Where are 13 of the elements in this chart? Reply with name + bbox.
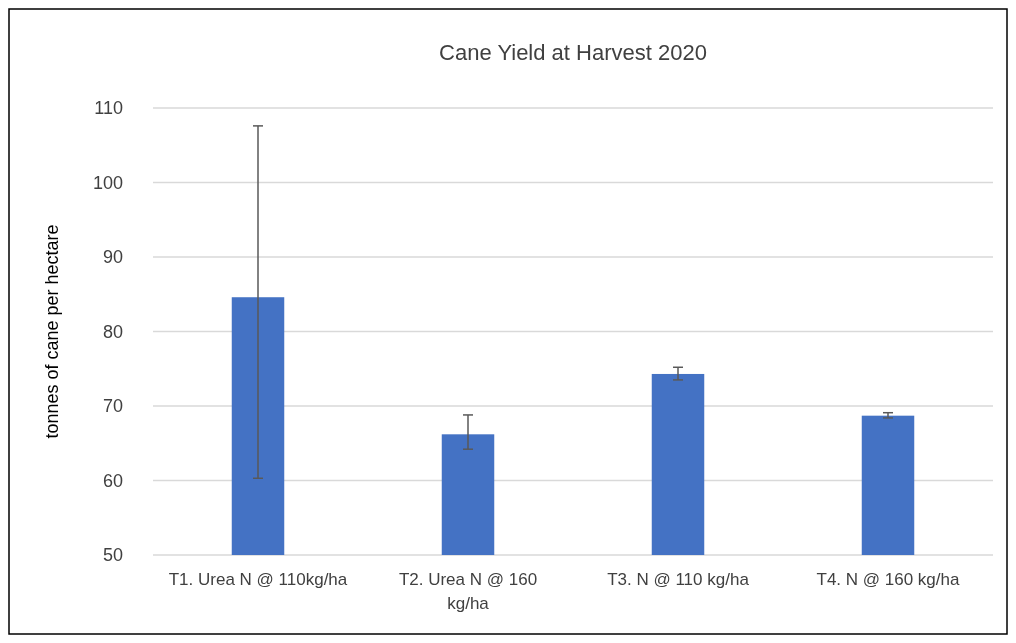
y-tick-label: 80: [102, 321, 123, 342]
y-tick-label: 50: [102, 545, 123, 566]
x-tick-label: T3. N @ 110 kg/ha: [607, 570, 750, 589]
y-tick-label: 70: [102, 396, 123, 417]
y-tick-label: 90: [102, 247, 123, 268]
y-axis-title: tonnes of cane per hectare: [42, 224, 62, 439]
chart-title: Cane Yield at Harvest 2020: [439, 40, 707, 65]
x-tick-label: T1. Urea N @ 110kg/ha: [168, 570, 348, 589]
y-tick-label: 60: [102, 470, 123, 491]
x-tick-label: T2. Urea N @ 160 kg/ha: [398, 570, 538, 613]
x-tick-label: T4. N @ 160 kg/ha: [816, 570, 961, 589]
y-tick-label: 100: [92, 172, 123, 193]
y-tick-label: 110: [94, 98, 123, 119]
